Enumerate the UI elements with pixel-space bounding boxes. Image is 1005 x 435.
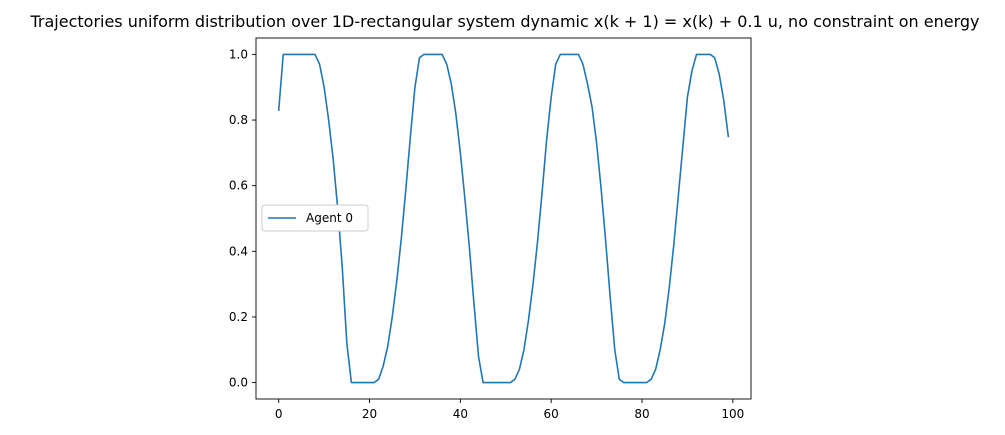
y-tick-label: 1.0 [229,47,248,61]
y-tick-label: 0.0 [229,376,248,390]
legend: Agent 0 [261,204,369,232]
x-tick-label: 60 [544,407,559,421]
x-tick-label: 20 [362,407,377,421]
legend-label: Agent 0 [306,211,353,225]
y-tick-label: 0.8 [229,113,248,127]
chart-title: Trajectories uniform distribution over 1… [29,12,979,31]
x-tick-label: 100 [721,407,744,421]
series-line-agent-0 [277,53,730,384]
x-tick-label: 40 [453,407,468,421]
axes-frame [255,37,752,400]
x-tick-label: 80 [634,407,649,421]
y-tick-label: 0.6 [229,179,248,193]
legend-box [261,204,369,232]
plot-area: 0 20 40 60 80 100 0.0 0.2 0.4 0.6 0.8 1.0 [229,37,752,421]
y-tick-label: 0.4 [229,244,248,258]
x-tick-label: 0 [275,407,283,421]
y-tick-label: 0.2 [229,310,248,324]
